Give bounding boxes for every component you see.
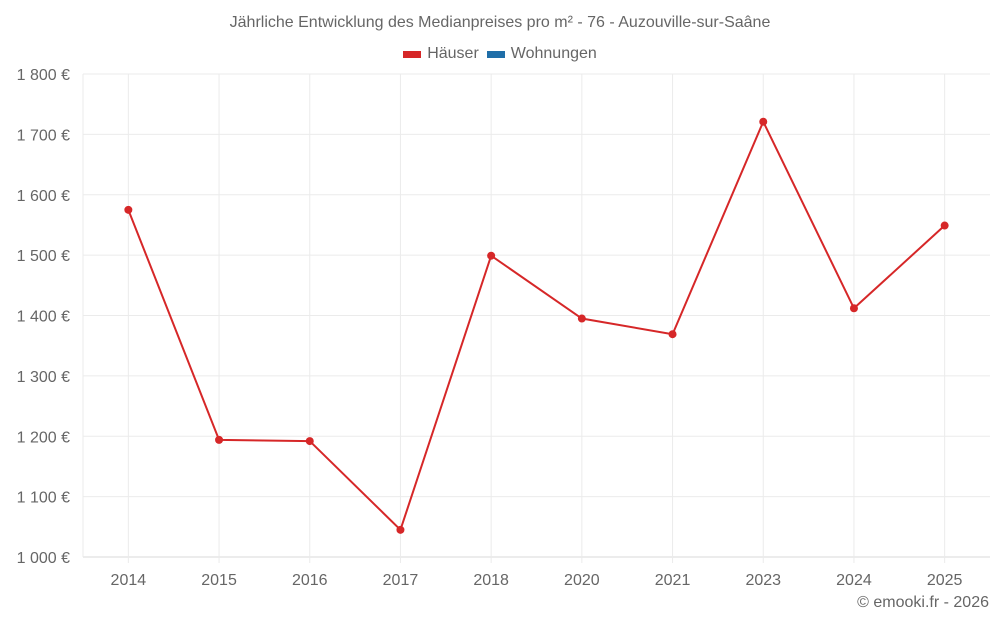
legend-label-wohnungen: Wohnungen [510, 45, 597, 62]
y-tick-label: 1 600 € [17, 188, 70, 205]
x-tick-label: 2024 [836, 572, 872, 589]
data-point [215, 435, 224, 444]
y-tick-label: 1 400 € [17, 309, 70, 326]
data-point [124, 205, 133, 214]
data-point [305, 437, 314, 446]
legend: Häuser Wohnungen [0, 45, 1000, 63]
y-tick-label: 1 500 € [17, 248, 70, 265]
data-point [668, 330, 677, 339]
copyright-credit: © emooki.fr - 2026 [857, 594, 989, 611]
data-point [577, 314, 586, 323]
x-tick-label: 2021 [655, 572, 691, 589]
data-point [396, 525, 405, 534]
x-tick-label: 2014 [111, 572, 147, 589]
x-tick-label: 2015 [201, 572, 237, 589]
data-point [487, 251, 496, 260]
series-line [127, 119, 946, 532]
y-tick-label: 1 100 € [17, 490, 70, 507]
data-point [940, 221, 949, 230]
x-tick-label: 2020 [564, 572, 600, 589]
y-tick-label: 1 000 € [17, 550, 70, 567]
legend-swatch-wohnungen [486, 50, 505, 58]
y-tick-label: 1 800 € [17, 67, 70, 84]
x-tick-label: 2025 [927, 572, 963, 589]
x-tick-label: 2016 [292, 572, 328, 589]
legend-item-haeuser[interactable]: Häuser [403, 45, 479, 63]
legend-item-wohnungen[interactable]: Wohnungen [486, 45, 597, 63]
legend-label-haeuser: Häuser [427, 45, 479, 62]
data-point [849, 304, 858, 313]
y-tick-label: 1 700 € [17, 127, 70, 144]
data-point [759, 117, 768, 126]
y-tick-label: 1 200 € [17, 429, 70, 446]
x-tick-label: 2017 [383, 572, 419, 589]
x-tick-label: 2018 [473, 572, 509, 589]
x-tick-label: 2023 [745, 572, 781, 589]
y-tick-label: 1 300 € [17, 369, 70, 386]
chart-title: Jährliche Entwicklung des Medianpreises … [229, 14, 771, 31]
legend-swatch-haeuser [403, 50, 422, 58]
